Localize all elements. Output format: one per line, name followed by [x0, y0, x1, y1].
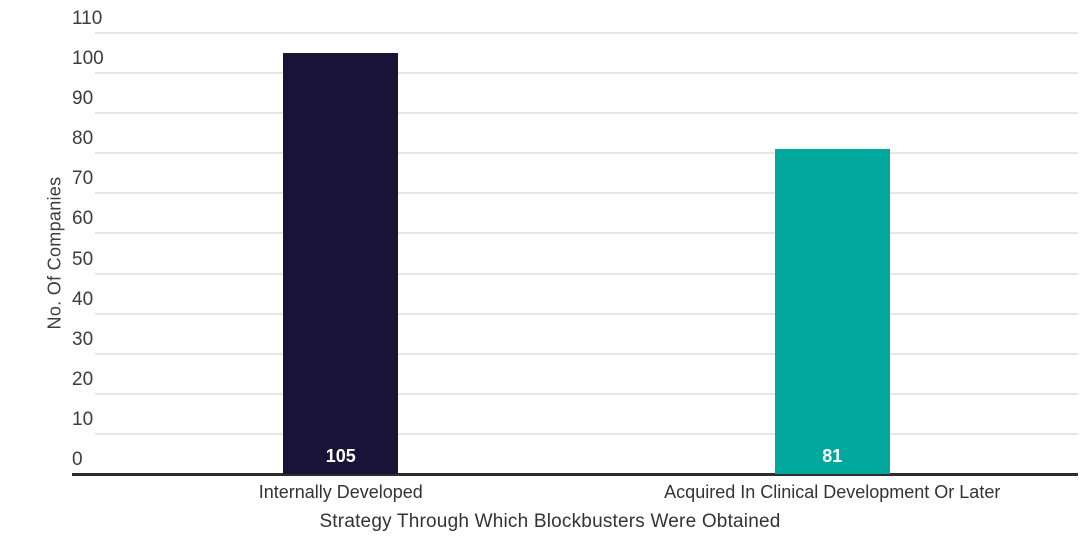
category-label-1: Acquired In Clinical Development Or Late… — [664, 482, 1001, 502]
y-tick-label-20: 20 — [72, 368, 94, 390]
bar-value-label: 105 — [325, 446, 356, 466]
gridline-20 — [95, 392, 1078, 395]
bar-internally-developed: 105 — [283, 53, 399, 474]
x-axis-line — [72, 473, 1078, 476]
gridline-110 — [95, 32, 1078, 34]
gridline-40 — [95, 312, 1078, 315]
gridline-30 — [95, 352, 1078, 355]
x-axis-title: Strategy Through Which Blockbusters Were… — [319, 511, 781, 532]
y-tick-label-60: 60 — [72, 208, 94, 230]
gridline-80 — [95, 152, 1078, 155]
y-tick-label-10: 10 — [72, 408, 94, 430]
gridline-10 — [95, 432, 1078, 435]
y-tick-label-30: 30 — [72, 328, 94, 350]
y-tick-label-110: 110 — [72, 8, 103, 29]
x-axis-category-labels: Internally Developed Acquired In Clinical… — [95, 482, 1078, 503]
y-axis-title: No. Of Companies — [44, 176, 65, 330]
category-label-0: Internally Developed — [258, 482, 423, 502]
y-tick-label-100: 100 — [72, 48, 104, 70]
plot-area: 0 10 20 30 40 50 60 70 80 90 100 110 105 81 — [72, 9, 1078, 476]
y-tick-label-40: 40 — [72, 288, 94, 310]
y-tick-label-80: 80 — [72, 128, 94, 150]
gridline-70 — [95, 192, 1078, 195]
bar-acquired-in-clinical-development: 81 — [774, 149, 890, 474]
y-tick-label-90: 90 — [72, 88, 94, 110]
gridline-90 — [95, 112, 1078, 115]
gridline-50 — [95, 272, 1078, 275]
y-tick-label-0: 0 — [72, 449, 83, 470]
gridline-60 — [95, 232, 1078, 235]
gridline-100 — [95, 72, 1078, 75]
bar-value-label: 81 — [822, 446, 843, 466]
y-tick-label-70: 70 — [72, 168, 94, 190]
y-tick-label-50: 50 — [72, 248, 94, 270]
